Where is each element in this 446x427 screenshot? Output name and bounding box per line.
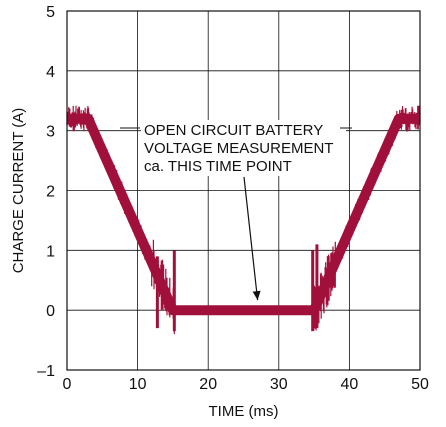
y-tick-label: 4 [46,64,55,81]
arrow-head-icon [252,290,261,301]
tick-labels: 0 10 20 30 40 50 –1 0 1 2 3 4 5 [37,4,429,393]
annotation-backing [141,120,346,176]
x-tick-label: 40 [341,376,359,393]
x-tick-label: 20 [199,376,217,393]
annotation-text: VOLTAGE MEASUREMENT [144,140,333,157]
series-layer [66,105,421,335]
y-axis-label: CHARGE CURRENT (A) [10,108,27,274]
y-tick-label: 3 [46,124,55,141]
x-tick-label: 50 [411,376,429,393]
x-tick-label: 30 [270,376,288,393]
annotation-arrow [243,176,259,301]
annotation-text: OPEN CIRCUIT BATTERY [144,122,323,139]
y-tick-label: 2 [46,184,55,201]
x-tick-label: 10 [129,376,147,393]
annotation-text: ca. THIS TIME POINT [144,158,292,175]
y-tick-label: –1 [37,363,55,380]
x-tick-label: 0 [63,376,72,393]
y-tick-label: 0 [46,303,55,320]
y-tick-label: 5 [46,4,55,21]
y-tick-label: 1 [46,243,55,260]
plot-frame [66,10,421,371]
x-axis-label: TIME (ms) [209,403,279,420]
